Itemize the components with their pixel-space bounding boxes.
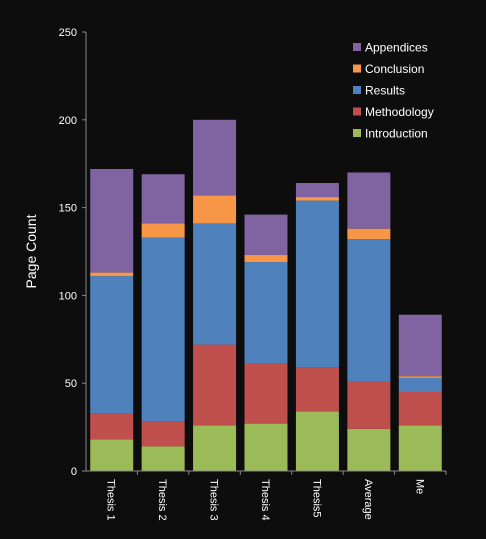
- x-tick-label: Thesis 4: [259, 479, 271, 521]
- y-tick-label: 100: [59, 290, 77, 302]
- y-tick-label: 150: [59, 203, 77, 215]
- x-tick-label: Thesis 1: [105, 479, 117, 521]
- legend-label-results: Results: [365, 84, 405, 98]
- bar-segment-results: [398, 377, 442, 392]
- y-tick-label: 250: [59, 27, 77, 39]
- legend: Appendices Conclusion Results Methodology In…: [353, 41, 434, 141]
- y-tick-label: 50: [65, 378, 77, 390]
- bar-segment-conclusion: [347, 228, 391, 240]
- legend-swatch-conclusion: [353, 64, 361, 73]
- y-tick-label: 0: [71, 466, 77, 478]
- bar-segment-methodology: [398, 391, 442, 426]
- bar-segment-appendices: [193, 119, 237, 196]
- bar-segment-appendices: [141, 174, 185, 224]
- bar-segment-introduction: [295, 411, 339, 471]
- legend-label-appendices: Appendices: [365, 41, 428, 55]
- legend-label-conclusion: Conclusion: [365, 62, 424, 76]
- bar-segment-conclusion: [90, 272, 134, 277]
- x-axis-ticks: Thesis 1 Thesis 2 Thesis 3 Thesis 4 Thesis5 A…: [105, 471, 447, 521]
- legend-swatch-methodology: [353, 107, 361, 116]
- bars: [90, 119, 442, 471]
- bar-segment-results: [90, 276, 134, 414]
- bar-segment-methodology: [295, 367, 339, 412]
- bar-segment-methodology: [90, 413, 134, 440]
- legend-label-methodology: Methodology: [365, 105, 434, 119]
- bar-segment-appendices: [295, 183, 339, 198]
- bar-segment-results: [141, 237, 185, 422]
- bar-segment-appendices: [347, 172, 391, 229]
- bar-segment-conclusion: [295, 197, 339, 201]
- bar-segment-methodology: [244, 363, 288, 424]
- legend-swatch-results: [353, 86, 361, 94]
- bar-segment-conclusion: [193, 195, 237, 224]
- x-tick-label: Thesis 3: [208, 479, 220, 521]
- bar-segment-methodology: [347, 381, 391, 429]
- legend-label-introduction: Introduction: [365, 127, 428, 141]
- x-tick-label: Average: [362, 479, 374, 520]
- x-tick-label: Thesis 2: [156, 479, 168, 521]
- bar-segment-results: [295, 200, 339, 368]
- bar-segment-appendices: [90, 168, 134, 273]
- legend-swatch-introduction: [353, 129, 361, 137]
- legend-swatch-appendices: [353, 43, 361, 51]
- x-tick-label: Me: [413, 479, 425, 494]
- bar-segment-introduction: [398, 425, 442, 471]
- x-tick-label: Thesis5: [310, 479, 322, 518]
- bar-segment-results: [244, 262, 288, 364]
- bar-segment-introduction: [141, 446, 185, 471]
- bar-segment-introduction: [244, 423, 288, 471]
- bar-segment-appendices: [244, 214, 288, 256]
- bar-segment-results: [347, 239, 391, 382]
- bar-segment-conclusion: [244, 255, 288, 263]
- y-axis-ticks: 0 50 100 150 200 250: [59, 27, 86, 478]
- bar-segment-introduction: [193, 425, 237, 471]
- bar-segment-introduction: [90, 439, 134, 471]
- bar-segment-appendices: [398, 314, 442, 377]
- bar-segment-conclusion: [398, 376, 442, 378]
- bar-segment-introduction: [347, 428, 391, 471]
- bar-segment-methodology: [141, 421, 185, 447]
- y-axis-label: Page Count: [23, 214, 39, 288]
- bar-segment-conclusion: [141, 223, 185, 238]
- y-tick-label: 200: [59, 115, 77, 127]
- bar-segment-results: [193, 223, 237, 345]
- bar-segment-methodology: [193, 344, 237, 426]
